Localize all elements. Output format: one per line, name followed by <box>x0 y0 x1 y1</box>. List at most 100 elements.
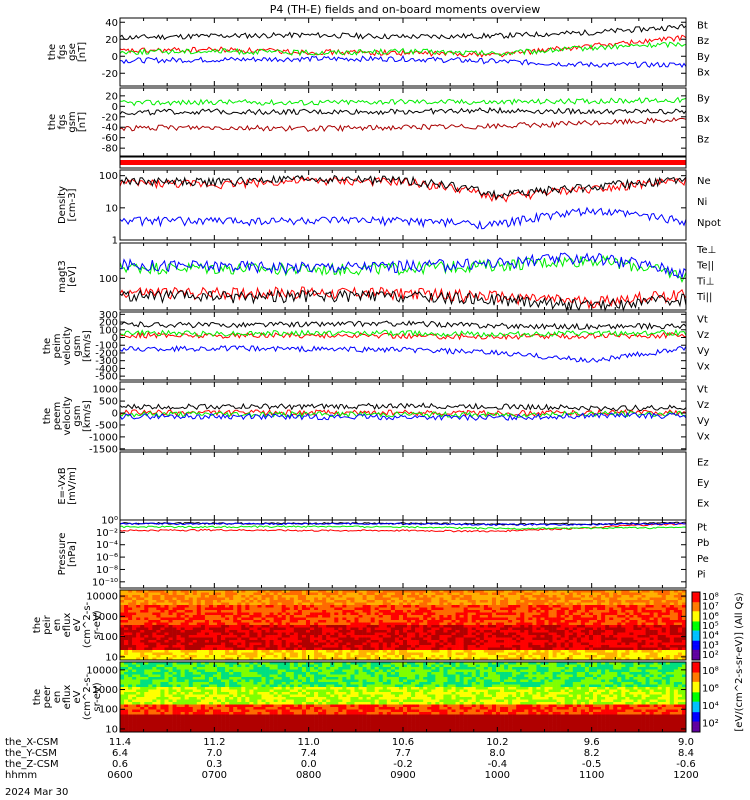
spectrogram-cell <box>148 620 153 623</box>
spectrogram-cell <box>221 590 226 593</box>
spectrogram-cell <box>673 630 679 633</box>
spectrogram-cell <box>136 592 141 596</box>
spectrogram-cell <box>504 607 509 611</box>
spectrogram-cell <box>390 630 396 633</box>
spectrogram-cell <box>164 610 169 613</box>
spectrogram-cell <box>354 615 359 618</box>
spectrogram-cell <box>334 642 339 646</box>
spectrogram-cell <box>124 682 129 685</box>
spectrogram-cell <box>212 630 218 633</box>
spectrogram-cell <box>140 590 145 593</box>
spectrogram-cell <box>423 595 428 598</box>
spectrogram-cell <box>196 595 202 598</box>
spectrogram-cell <box>649 615 654 618</box>
spectrogram-cell <box>148 679 153 683</box>
spectrogram-cell <box>673 635 679 638</box>
spectrogram-cell <box>212 600 218 603</box>
spectrogram-cell <box>144 650 149 653</box>
spectrogram-cell <box>140 637 145 641</box>
spectrogram-cell <box>370 630 375 633</box>
spectrogram-cell <box>132 727 137 730</box>
spectrogram-cell <box>467 600 473 603</box>
spectrogram-cell <box>152 687 157 690</box>
spectrogram-cell <box>605 615 610 618</box>
spectrogram-cell <box>176 652 181 656</box>
spectrogram-cell <box>593 650 598 653</box>
spectrogram-cell <box>593 607 598 611</box>
spectrogram-cell <box>233 592 238 596</box>
spectrogram-cell <box>504 627 509 631</box>
spectrogram-cell <box>564 622 570 626</box>
spectrogram-cell <box>322 657 327 661</box>
spectrogram-cell <box>613 595 618 598</box>
spectrogram-cell <box>156 642 161 646</box>
spectrogram-cell <box>564 647 570 651</box>
spectrogram-cell <box>677 597 683 601</box>
spectrogram-cell <box>487 652 493 656</box>
spectrogram-cell <box>390 595 396 598</box>
spectrogram-cell <box>637 610 642 613</box>
spectrogram-cell <box>148 697 153 700</box>
spectrogram-cell <box>447 610 452 613</box>
spectrogram-cell <box>677 635 683 638</box>
spectrogram-cell <box>184 657 190 661</box>
spectrogram-cell <box>233 597 238 601</box>
spectrogram-cell <box>156 724 161 728</box>
spectrogram-cell <box>253 632 258 636</box>
spectrogram-cell <box>398 642 404 646</box>
spectrogram-cell <box>144 707 149 710</box>
spectrogram-cell <box>532 632 537 636</box>
spectrogram-cell <box>398 657 404 661</box>
spectrogram-cell <box>415 605 420 608</box>
spectrogram-cell <box>459 637 464 641</box>
spectrogram-cell <box>310 657 315 661</box>
spectrogram-cell <box>144 645 149 648</box>
spectrogram-cell <box>132 692 137 695</box>
spectrogram-cell <box>253 625 258 628</box>
spectrogram-cell <box>584 600 590 603</box>
spectrogram-cell <box>233 615 238 618</box>
spectrogram-cell <box>229 610 234 613</box>
spectrogram-cell <box>427 620 432 623</box>
spectrogram-cell <box>305 640 311 643</box>
spectrogram-cell <box>334 605 339 608</box>
spectrogram-cell <box>403 642 408 646</box>
spectrogram-cell <box>407 625 412 628</box>
spectrogram-cell <box>318 600 323 603</box>
spectrogram-cell <box>269 650 274 653</box>
spectrogram-cell <box>152 645 157 648</box>
spectrogram-cell <box>601 590 606 593</box>
spectrogram-cell <box>144 669 149 673</box>
spectrogram-cell <box>128 714 133 718</box>
spectrogram-cell <box>613 612 618 616</box>
spectrogram-cell <box>374 630 380 633</box>
spectrogram-cell <box>196 652 202 656</box>
spectrogram-cell <box>382 635 388 638</box>
spectrogram-cell <box>261 632 266 636</box>
spectrogram-cell <box>229 600 234 603</box>
spectrogram-cell <box>681 592 687 596</box>
spectrogram-cell <box>447 647 452 651</box>
spectrogram-cell <box>479 602 485 606</box>
spectrogram-cell <box>584 642 590 646</box>
spectrogram-cell <box>180 637 185 641</box>
spectrogram-cell <box>394 592 400 596</box>
spectrogram-cell <box>552 605 557 608</box>
spectrogram-cell <box>455 657 460 661</box>
spectrogram-cell <box>580 657 586 661</box>
spectrogram-cell <box>249 625 254 628</box>
spectrogram-cell <box>180 612 185 616</box>
spectrogram-cell <box>261 630 266 633</box>
spectrogram-cell <box>269 637 274 641</box>
spectrogram-cell <box>423 655 428 658</box>
spectrogram-cell <box>301 607 307 611</box>
spectrogram-cell <box>584 637 590 641</box>
spectrogram-cell <box>144 682 149 685</box>
spectrogram-cell <box>196 632 202 636</box>
spectrogram-cell <box>204 607 210 611</box>
spectrogram-cell <box>366 607 371 611</box>
spectrogram-cell <box>536 612 541 616</box>
spectrogram-cell <box>148 669 153 673</box>
spectrogram-cell <box>645 597 650 601</box>
